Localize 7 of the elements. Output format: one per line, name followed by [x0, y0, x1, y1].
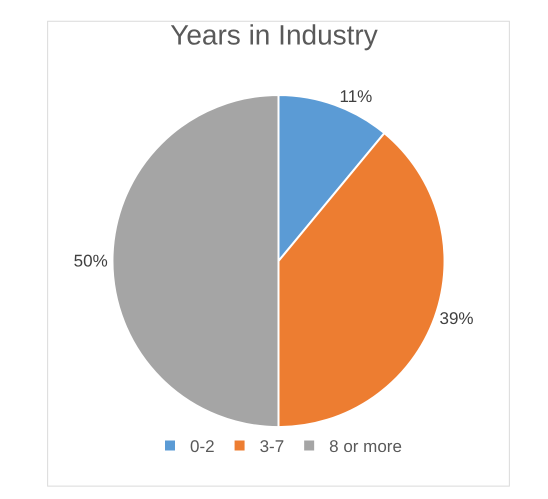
legend-label: 0-2 [190, 437, 215, 456]
chart-title: Years in Industry [170, 20, 378, 51]
data-label: 11% [339, 86, 372, 106]
legend-label: 3-7 [260, 437, 284, 456]
data-label: 39% [439, 308, 474, 328]
data-label: 50% [74, 252, 108, 271]
legend-label: 8 or more [329, 437, 402, 456]
